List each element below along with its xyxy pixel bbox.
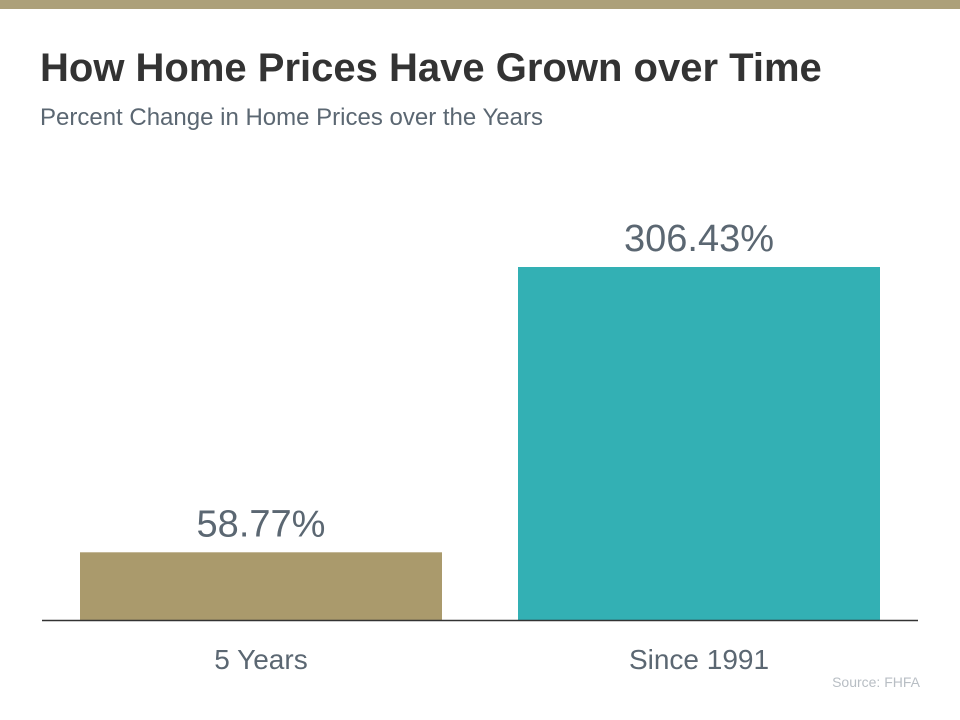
category-label-2: Since 1991 bbox=[629, 644, 769, 675]
bar-2 bbox=[518, 267, 880, 620]
bar-1 bbox=[80, 552, 442, 620]
chart-subtitle: Percent Change in Home Prices over the Y… bbox=[40, 104, 543, 131]
category-label-1: 5 Years bbox=[214, 644, 307, 675]
top-accent-band bbox=[0, 0, 960, 9]
source-note: Source: FHFA bbox=[832, 674, 920, 690]
chart-title: How Home Prices Have Grown over Time bbox=[40, 46, 822, 90]
data-label-2: 306.43% bbox=[624, 218, 774, 260]
data-label-1: 58.77% bbox=[197, 503, 326, 545]
